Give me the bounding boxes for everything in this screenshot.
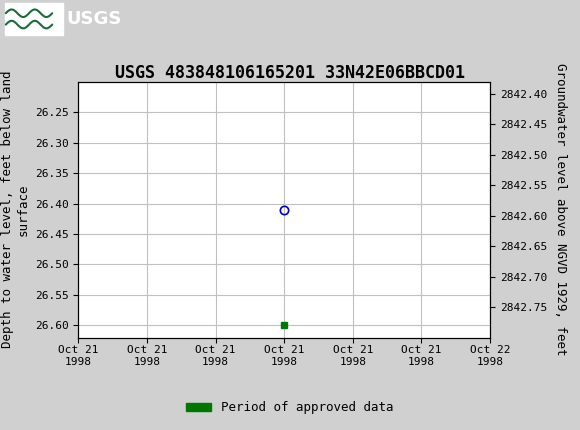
Text: USGS 483848106165201 33N42E06BBCD01: USGS 483848106165201 33N42E06BBCD01 [115, 64, 465, 82]
Legend: Period of approved data: Period of approved data [181, 396, 399, 419]
Y-axis label: Groundwater level above NGVD 1929, feet: Groundwater level above NGVD 1929, feet [554, 63, 567, 356]
Text: USGS: USGS [67, 10, 122, 28]
FancyBboxPatch shape [5, 3, 63, 35]
Y-axis label: Depth to water level, feet below land
surface: Depth to water level, feet below land su… [1, 71, 29, 348]
